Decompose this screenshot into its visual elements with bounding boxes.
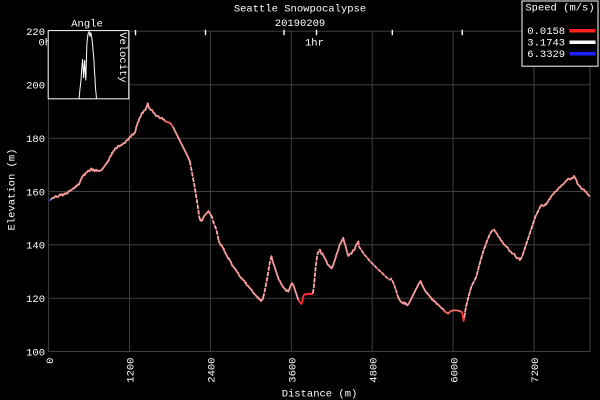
svg-text:2400: 2400 <box>207 358 219 383</box>
svg-text:4800: 4800 <box>368 358 380 383</box>
svg-text:7200: 7200 <box>530 358 542 383</box>
svg-text:200: 200 <box>26 81 45 93</box>
svg-text:0.0158: 0.0158 <box>527 26 565 38</box>
svg-text:180: 180 <box>26 134 45 146</box>
svg-text:0: 0 <box>45 358 57 364</box>
svg-text:1200: 1200 <box>126 358 138 383</box>
svg-text:Distance (m): Distance (m) <box>282 389 358 400</box>
svg-text:Elevation (m): Elevation (m) <box>7 149 19 231</box>
svg-text:220: 220 <box>26 27 45 39</box>
svg-text:140: 140 <box>26 241 45 253</box>
svg-text:120: 120 <box>26 294 45 306</box>
svg-text:Seattle Snowpocalypse: Seattle Snowpocalypse <box>234 4 366 16</box>
svg-text:Speed (m/s): Speed (m/s) <box>525 2 594 14</box>
svg-text:160: 160 <box>26 187 45 199</box>
svg-text:100: 100 <box>26 347 45 359</box>
svg-text:6.3329: 6.3329 <box>527 49 565 61</box>
svg-text:Angle: Angle <box>71 18 103 30</box>
svg-text:6000: 6000 <box>449 358 461 383</box>
svg-text:20190209: 20190209 <box>275 18 325 30</box>
svg-text:Velocity: Velocity <box>116 32 128 82</box>
svg-text:3.1743: 3.1743 <box>527 38 565 50</box>
svg-text:1hr: 1hr <box>305 38 324 50</box>
svg-text:3600: 3600 <box>288 358 300 383</box>
